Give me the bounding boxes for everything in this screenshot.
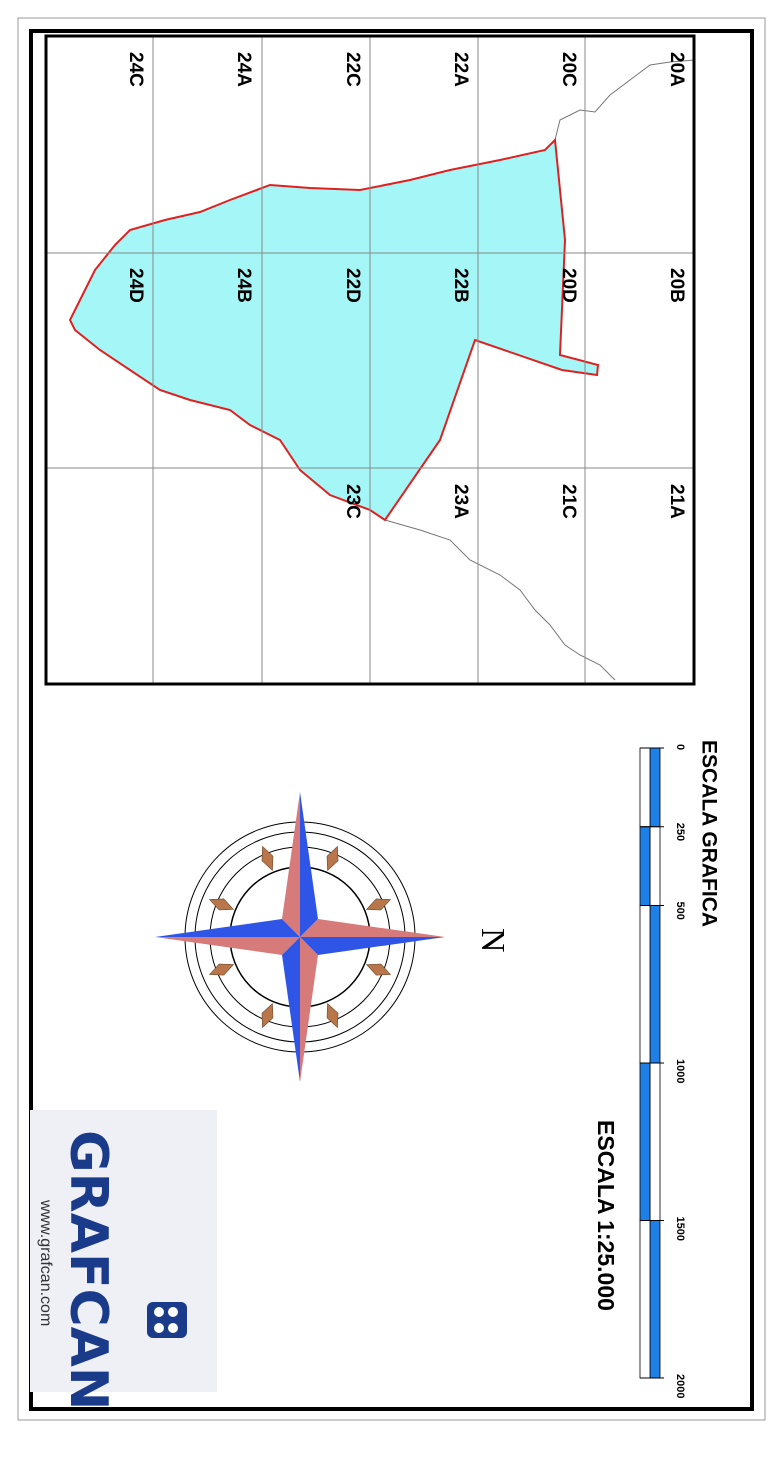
scale-segment [649,905,661,1064]
frame-border [44,34,696,686]
sheet-label: 23C [342,484,363,519]
north-label: N [474,928,511,953]
sheet-label: 20C [558,52,579,87]
sheet-label: 22C [342,52,363,87]
scale-segment [639,1062,651,1221]
scale-tick-label: 2000 [674,1374,686,1398]
municipality-area [68,137,600,522]
sheet-label: 23A [450,484,471,519]
sheet-label: 24A [233,52,254,87]
inner-border [29,29,754,1411]
sheet-label: 22B [450,268,471,303]
compass-tick [261,1002,274,1029]
scale-segment [649,1062,661,1221]
scale-tick-label: 1000 [674,1059,686,1083]
scale-segment [649,747,661,828]
logo-box [30,1110,217,1392]
compass-star [155,792,445,1082]
scale-ratio: ESCALA 1:25.000 [593,1120,619,1311]
compass-tick [365,963,392,976]
sheet-label: 22A [450,52,471,87]
scale-segment [649,1220,661,1379]
sheet-label: 21C [558,484,579,519]
compass [155,792,445,1082]
compass-star [155,792,445,1082]
sheet-label: 24D [125,268,146,303]
sheet-label: 20B [666,268,687,303]
compass-tick [261,845,274,872]
outer-border [17,17,766,1421]
compass-tick [326,845,339,872]
grid [47,37,693,683]
logo-url: www.grafcan.com [37,1199,54,1326]
coastline [554,59,696,141]
coastline [384,519,616,681]
scale-segment [639,1220,651,1379]
scale-segment [639,905,651,1064]
map-frame [44,34,696,686]
scale-segment [639,826,651,906]
scale-segment [639,747,651,828]
scale-segment [649,826,661,906]
scale-tick-label: 0 [674,744,686,750]
scale-bar [639,747,664,1379]
sheet-label: 22D [342,268,363,303]
sheet-label: 21A [666,484,687,519]
scale-tick-label: 1500 [674,1217,686,1241]
compass-tick [326,1002,339,1029]
scale-tick-label: 500 [674,902,686,920]
compass-tick [365,898,392,911]
logo-shield [147,1302,187,1338]
sheet-label: 20A [666,52,687,87]
sheet-label: 24B [233,268,254,303]
compass-tick [208,963,235,976]
logo-name: GRAFCAN [58,1130,118,1410]
sheet-label: 24C [125,52,146,87]
compass-tick [208,898,235,911]
sheet-label: 20D [558,268,579,303]
scale-tick-label: 250 [674,823,686,841]
scale-title: ESCALA GRAFICA [697,740,720,927]
